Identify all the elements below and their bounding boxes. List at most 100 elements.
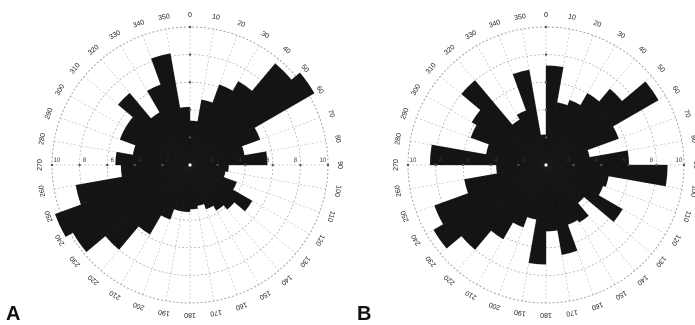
rose-petal-a-310 [117, 92, 191, 166]
angle-label-a-40: 40 [281, 45, 292, 55]
angle-label-a-20: 20 [236, 20, 246, 29]
angle-label-a-50: 50 [299, 64, 309, 75]
grid-spoke-b-330 [476, 45, 547, 166]
rose-petal-b-140 [545, 164, 589, 223]
rose-petal-a-120 [189, 164, 253, 212]
angle-label-a-180: 180 [184, 311, 196, 318]
angle-label-b-330: 330 [464, 29, 478, 41]
angle-label-b-310: 310 [425, 62, 438, 76]
axis-tick-dot-b [572, 163, 575, 167]
angle-label-b-350: 350 [514, 13, 527, 22]
axis-tick-dot-b [544, 136, 548, 139]
ring-label-b-right-4: 4 [595, 158, 599, 164]
angle-label-b-130: 130 [654, 254, 667, 268]
angle-label-b-50: 50 [655, 64, 665, 75]
ring-label-b-right-2: 2 [567, 158, 571, 164]
panel-label-a: A [6, 303, 20, 325]
grid-spoke-a-10 [189, 29, 215, 166]
ring-label-b-right-10: 10 [676, 158, 683, 164]
angle-label-a-150: 150 [258, 289, 272, 301]
rose-petal-b-60 [545, 126, 619, 166]
grid-spoke-a-160 [189, 164, 238, 295]
axis-tick-dot-b [655, 163, 658, 167]
angle-label-b-140: 140 [635, 273, 649, 286]
grid-spoke-a-150 [189, 164, 260, 285]
grid-spoke-b-200 [498, 164, 547, 295]
angle-label-a-200: 200 [132, 300, 145, 311]
grid-spoke-a-190 [165, 164, 191, 301]
angle-label-b-190: 190 [514, 308, 527, 317]
grid-spoke-b-110 [545, 164, 676, 213]
ring-label-a-right-4: 4 [239, 158, 243, 164]
axis-tick-dot-b [682, 163, 686, 167]
angle-label-a-100: 100 [333, 185, 342, 198]
angle-label-a-320: 320 [87, 44, 101, 57]
angle-label-a-140: 140 [279, 273, 293, 286]
angle-label-a-80: 80 [333, 135, 341, 144]
axis-tick-dot-a [188, 136, 192, 139]
axis-tick-dot-a [133, 163, 136, 167]
angle-label-a-170: 170 [209, 308, 222, 317]
ring-label-b-left-8: 8 [439, 158, 443, 164]
ring-label-b-right-8: 8 [650, 158, 654, 164]
rose-petal-b-100 [545, 164, 609, 187]
angle-label-a-310: 310 [69, 62, 82, 76]
axis-tick-dot-a [106, 163, 109, 167]
angle-label-b-250: 250 [400, 209, 411, 222]
axis-tick-dot-b [544, 53, 548, 56]
angle-label-a-300: 300 [54, 83, 66, 97]
grid-spoke-a-170 [189, 164, 215, 301]
ring-label-a-left-8: 8 [83, 158, 87, 164]
rose-petal-b-340 [512, 69, 547, 166]
angle-label-a-160: 160 [234, 300, 247, 311]
ring-label-a-left-4: 4 [138, 158, 142, 164]
axis-tick-dot-b [600, 163, 603, 167]
rose-petal-a-130 [189, 164, 235, 210]
angle-label-b-200: 200 [488, 300, 501, 311]
rose-petal-b-250 [464, 164, 547, 194]
angle-label-b-120: 120 [670, 233, 682, 247]
angle-label-b-300: 300 [410, 83, 422, 97]
angle-label-b-90: 90 [692, 161, 695, 169]
angle-label-b-240: 240 [410, 233, 422, 247]
rose-petal-a-340 [151, 53, 191, 166]
axis-tick-dot-a [216, 163, 219, 167]
angle-label-a-260: 260 [38, 184, 47, 197]
angle-label-a-70: 70 [326, 109, 335, 119]
angle-label-a-350: 350 [158, 13, 171, 22]
ring-label-a-right-6: 6 [266, 158, 270, 164]
angle-label-a-230: 230 [69, 254, 82, 268]
center-point-a [188, 163, 192, 167]
angle-label-b-30: 30 [616, 30, 626, 40]
axis-tick-dot-b [462, 163, 465, 167]
rose-petal-b-230 [433, 164, 547, 249]
axis-tick-dot-a [271, 163, 274, 167]
center-point-b [544, 163, 548, 167]
rose-petal-a-140 [189, 164, 224, 211]
ring-label-b-left-10: 10 [410, 158, 417, 164]
angle-label-b-80: 80 [689, 135, 695, 144]
angle-label-a-30: 30 [260, 30, 270, 40]
ring-label-a-left-2: 2 [166, 158, 170, 164]
ring-label-a-left-10: 10 [54, 158, 61, 164]
rose-petal-b-120 [545, 164, 623, 222]
ring-label-a-left-6: 6 [111, 158, 115, 164]
angle-label-b-110: 110 [681, 210, 691, 223]
axis-tick-dot-b [544, 25, 548, 29]
axis-tick-dot-b [406, 163, 410, 167]
angle-label-a-10: 10 [211, 14, 220, 22]
grid-spoke-b-150 [545, 164, 616, 285]
ring-label-b-left-4: 4 [494, 158, 498, 164]
axis-tick-dot-a [299, 163, 302, 167]
axis-tick-dot-a [78, 163, 81, 167]
angle-label-a-250: 250 [44, 209, 55, 222]
angle-label-a-210: 210 [108, 289, 122, 301]
rose-petal-b-50 [545, 81, 659, 166]
angle-label-b-20: 20 [592, 20, 602, 29]
grid-spoke-a-140 [189, 164, 279, 271]
angle-label-b-0: 0 [544, 12, 548, 19]
rose-petal-a-50 [189, 72, 315, 166]
axis-tick-dot-a [50, 163, 54, 167]
angle-label-a-190: 190 [158, 308, 171, 317]
axis-tick-dot-b [434, 163, 437, 167]
